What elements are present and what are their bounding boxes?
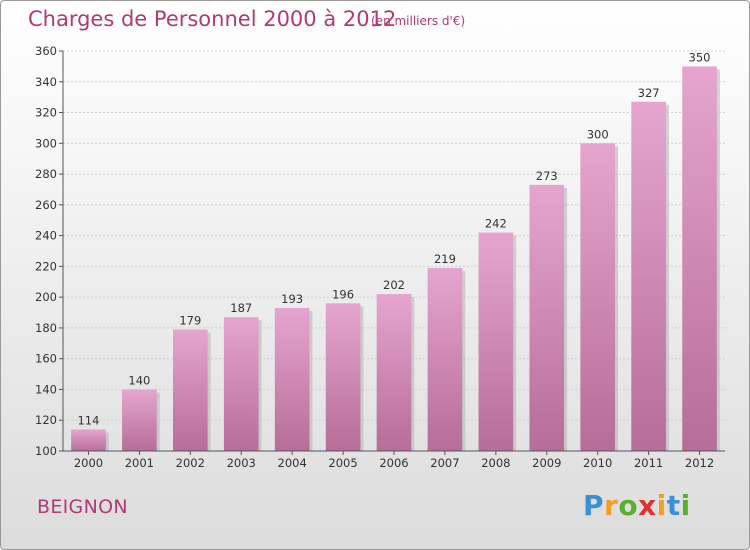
y-tick-label: 200 xyxy=(35,290,57,304)
bar xyxy=(478,232,514,451)
y-tick-label: 280 xyxy=(35,167,57,181)
x-tick-label: 2003 xyxy=(227,456,256,470)
axes: 100 120 140 160 180 200 220 240 260 280 300 320 340 3… xyxy=(35,44,725,470)
bar xyxy=(631,101,666,452)
y-tick-label: 340 xyxy=(35,75,57,89)
data-label: 179 xyxy=(179,313,201,327)
chart-title: Charges de Personnel 2000 à 2012 xyxy=(28,7,397,31)
y-tick-label: 100 xyxy=(35,444,57,458)
logo-letter: r xyxy=(604,489,619,522)
y-tick-label: 120 xyxy=(35,413,57,427)
bar xyxy=(427,267,463,451)
bar xyxy=(71,429,106,451)
y-tick-label: 220 xyxy=(35,259,57,273)
data-label: 196 xyxy=(332,287,354,301)
bar xyxy=(580,143,616,452)
x-tick-label: 2010 xyxy=(583,456,612,470)
data-label: 219 xyxy=(434,252,456,266)
data-label: 202 xyxy=(383,278,405,292)
bars: 114 140 179 187 193 196 202 219 242 273 300 327 350 xyxy=(71,50,720,452)
bar xyxy=(274,307,310,451)
x-tick-label: 2006 xyxy=(379,456,408,470)
data-label: 193 xyxy=(281,292,303,306)
data-label: 242 xyxy=(485,217,507,231)
commune-name: BEIGNON xyxy=(37,496,128,518)
chart-subtitle: (en milliers d'€) xyxy=(371,14,466,28)
y-tick-label: 160 xyxy=(35,352,57,366)
logo-letter: i xyxy=(656,489,667,522)
bar xyxy=(223,317,259,451)
logo-letter: i xyxy=(680,489,691,522)
logo-letter: P xyxy=(583,489,605,522)
data-label: 273 xyxy=(536,169,558,183)
x-tick-label: 2004 xyxy=(278,456,307,470)
x-tick-label: 2000 xyxy=(74,456,103,470)
data-label: 327 xyxy=(638,86,660,100)
logo-letter: o xyxy=(618,489,639,522)
x-tick-label: 2012 xyxy=(685,456,714,470)
y-tick-label: 320 xyxy=(35,106,57,120)
data-label: 140 xyxy=(128,373,150,387)
x-tick-label: 2007 xyxy=(430,456,459,470)
logo-letter: t xyxy=(666,489,681,522)
y-tick-label: 140 xyxy=(35,382,57,396)
proxiti-logo[interactable]: Proxiti xyxy=(583,489,691,522)
y-tick-label: 360 xyxy=(35,44,57,58)
logo-letter: x xyxy=(638,489,657,522)
x-tick-label: 2005 xyxy=(328,456,357,470)
x-tick-label: 2008 xyxy=(481,456,510,470)
x-tick-label: 2002 xyxy=(176,456,205,470)
y-tick-label: 260 xyxy=(35,198,57,212)
y-tick-label: 300 xyxy=(35,136,57,150)
bar xyxy=(325,303,361,451)
x-tick-label: 2009 xyxy=(532,456,561,470)
bar xyxy=(122,389,157,451)
y-tick-label: 180 xyxy=(35,321,57,335)
data-label: 187 xyxy=(230,301,252,315)
x-tick-label: 2001 xyxy=(125,456,154,470)
data-label: 114 xyxy=(77,413,99,427)
bar xyxy=(376,294,412,451)
bar xyxy=(172,329,208,451)
data-label: 350 xyxy=(689,50,711,64)
y-tick-label: 240 xyxy=(35,229,57,243)
bar xyxy=(529,184,565,451)
bar xyxy=(682,66,717,451)
data-label: 300 xyxy=(587,127,609,141)
x-tick-label: 2011 xyxy=(634,456,663,470)
